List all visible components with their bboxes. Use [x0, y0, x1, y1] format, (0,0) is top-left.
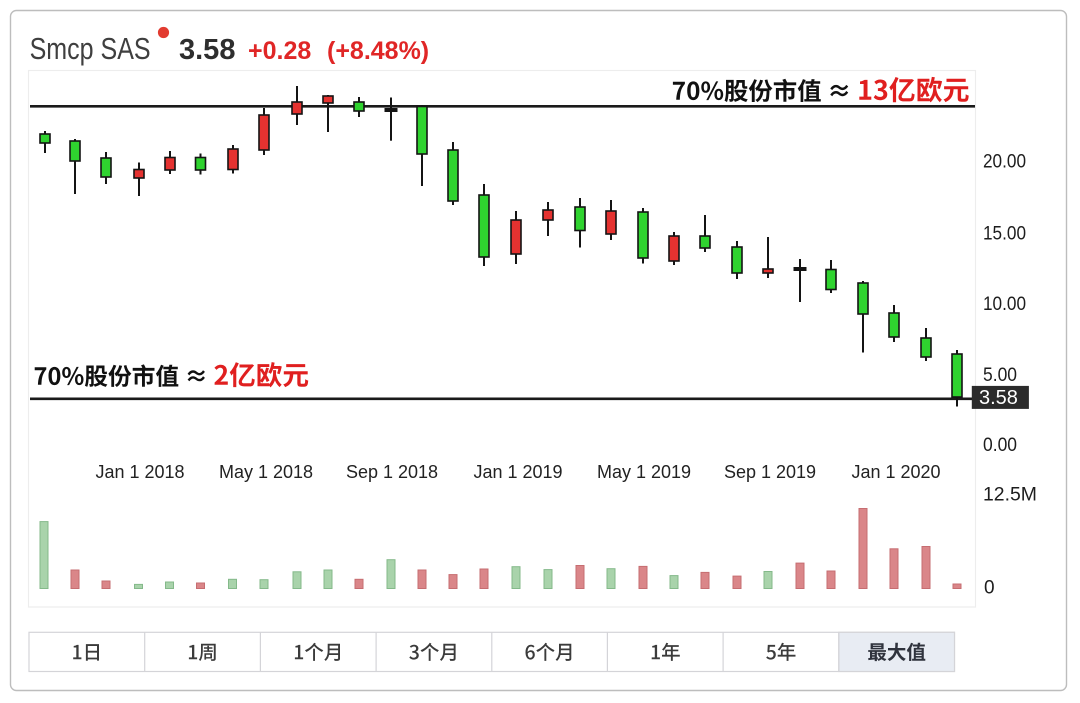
svg-text:3.58: 3.58 [179, 34, 235, 66]
svg-text:May 1 2018: May 1 2018 [219, 462, 313, 482]
svg-text:Jan 1 2018: Jan 1 2018 [95, 462, 184, 482]
svg-text:12.5M: 12.5M [983, 484, 1037, 505]
svg-text:(+8.48%): (+8.48%) [327, 37, 429, 65]
svg-text:May 1 2019: May 1 2019 [597, 462, 691, 482]
svg-text:Jan 1 2019: Jan 1 2019 [473, 462, 562, 482]
svg-text:15.00: 15.00 [983, 224, 1026, 245]
svg-text:0: 0 [984, 578, 995, 599]
svg-text:0.00: 0.00 [983, 435, 1017, 456]
svg-text:Jan 1 2020: Jan 1 2020 [851, 462, 940, 482]
svg-text:Sep 1 2019: Sep 1 2019 [724, 462, 816, 482]
svg-text:Smcp SAS: Smcp SAS [30, 31, 151, 66]
svg-text:3.58: 3.58 [979, 387, 1018, 409]
svg-text:5.00: 5.00 [983, 365, 1017, 386]
svg-text:20.00: 20.00 [983, 151, 1026, 172]
svg-text:+0.28: +0.28 [248, 37, 311, 65]
svg-text:Sep 1 2018: Sep 1 2018 [346, 462, 438, 482]
svg-text:10.00: 10.00 [983, 294, 1026, 315]
